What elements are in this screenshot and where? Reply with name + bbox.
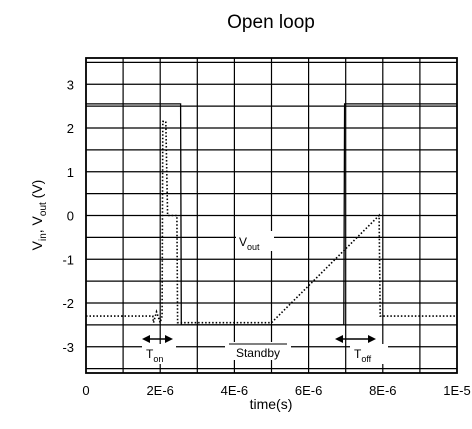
y-tick-label: 3 (67, 77, 74, 92)
ton-arrow-head-right (165, 335, 173, 343)
chart-title: Open loop (227, 12, 315, 33)
vout-label: Vout (239, 235, 260, 252)
x-tick-label: 4E-6 (221, 383, 248, 398)
series-dotted-line (86, 120, 457, 326)
series-solid-line (86, 103, 457, 326)
ton-arrow-head-left (142, 335, 150, 343)
vout-label-bg (236, 231, 274, 251)
ton-label-bg (142, 344, 176, 364)
y-tick-label: 0 (67, 209, 74, 224)
plot-frame (85, 57, 458, 374)
y-tick-label: -2 (62, 296, 74, 311)
x-tick-labels: 0 2E-6 4E-6 6E-6 8E-6 1E-5 (82, 383, 470, 398)
standby-label-bg (225, 342, 291, 360)
y-tick-label: 2 (67, 121, 74, 136)
toff-arrow-head-left (335, 335, 343, 343)
y-tick-labels: 3 2 1 0 -1 -2 -3 (62, 77, 74, 355)
standby-label: Standby (236, 346, 280, 360)
y-tick-label: -1 (62, 252, 74, 267)
x-tick-label: 8E-6 (369, 383, 396, 398)
x-tick-label: 2E-6 (146, 383, 173, 398)
toff-label: Toff (354, 347, 372, 364)
x-tick-label: 6E-6 (295, 383, 322, 398)
grid (86, 58, 457, 373)
series-layer (86, 103, 457, 326)
y-tick-label: -3 (62, 340, 74, 355)
x-tick-label: 1E-5 (443, 383, 470, 398)
y-axis-label: Vin, Vout (V) (29, 180, 49, 251)
x-tick-label: 0 (82, 383, 89, 398)
toff-label-bg (350, 344, 388, 364)
toff-arrow-head-right (368, 335, 376, 343)
ton-label: Ton (146, 347, 163, 364)
x-axis-label: time(s) (250, 396, 293, 412)
y-tick-label: 1 (67, 165, 74, 180)
